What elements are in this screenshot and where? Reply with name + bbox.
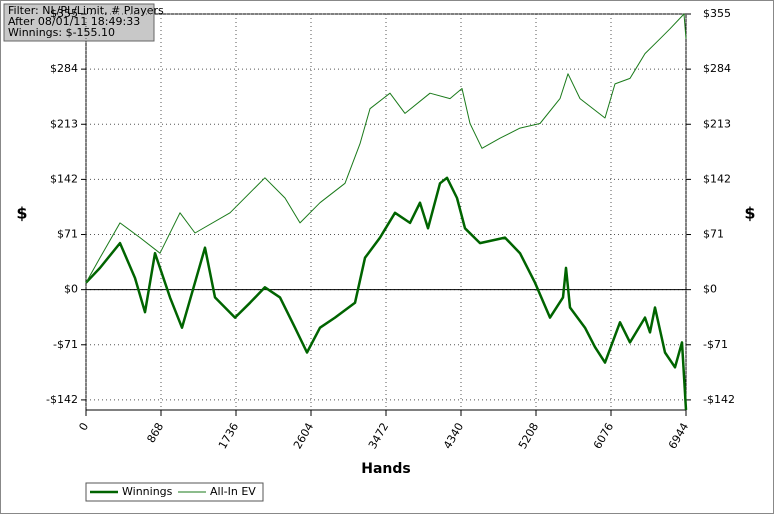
y-tick-label-right: -$142: [703, 393, 735, 406]
x-axis-label: Hands: [361, 461, 411, 477]
y-tick-label-right: $71: [703, 228, 724, 241]
y-axis-label-right: $: [744, 204, 755, 223]
series-line: [85, 13, 687, 283]
info-box: Filter: NL/PL/Limit, # Players After 08/…: [3, 3, 164, 42]
y-tick-label: -$142: [46, 393, 78, 406]
y-tick-label: -$71: [53, 338, 78, 351]
info-line: Winnings: $-155.10: [8, 26, 115, 39]
y-tick-label: $71: [57, 228, 78, 241]
y-tick-label-right: $355: [703, 7, 731, 20]
legend-label: Winnings: [122, 485, 173, 498]
y-axis-label: $: [16, 204, 27, 223]
y-tick-label-right: $0: [703, 283, 717, 296]
y-tick-label-right: $142: [703, 172, 731, 185]
info-line: Filter: NL/PL/Limit, # Players: [8, 4, 164, 17]
legend-frame: [85, 482, 264, 502]
plot-area: [85, 13, 687, 411]
info-box-frame: [3, 3, 155, 42]
y-tick-label: $0: [64, 283, 78, 296]
y-tick-label: $142: [50, 172, 78, 185]
legend-label: All-In EV: [210, 485, 256, 498]
info-line: After 08/01/11 18:49:33: [8, 15, 140, 28]
y-tick-label-right: $284: [703, 62, 731, 75]
y-tick-label: $355: [50, 7, 78, 20]
y-tick-label: $213: [50, 117, 78, 130]
series-line: [85, 176, 688, 411]
y-tick-label: $284: [50, 62, 78, 75]
y-tick-label-right: -$71: [703, 338, 728, 351]
y-tick-label-right: $213: [703, 117, 731, 130]
